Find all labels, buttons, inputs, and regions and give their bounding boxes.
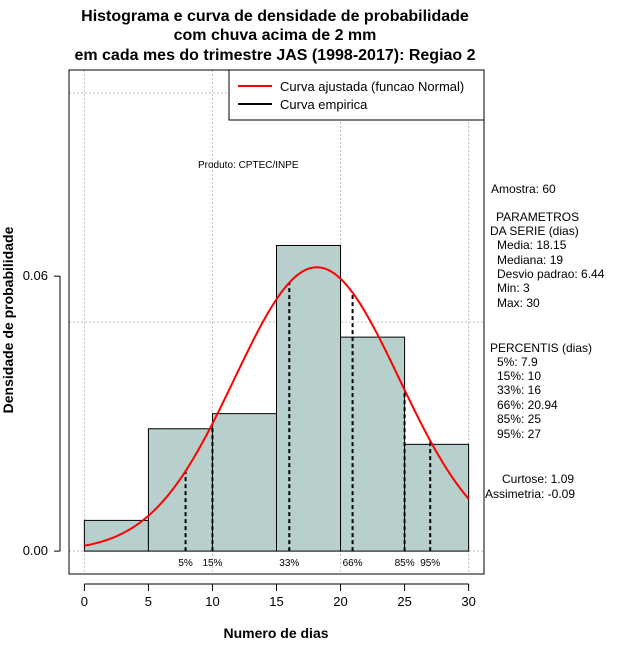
product-credit: Produto: CPTEC/INPE: [198, 160, 299, 171]
histogram-bars: [83, 244, 470, 552]
percentile-label: 66%: [343, 558, 363, 569]
chart-title-line-3: em cada mes do trimestre JAS (1998-2017)…: [74, 47, 475, 64]
stat-curtose: Curtose: 1.09: [502, 472, 574, 486]
percentile-label: 15%: [202, 558, 222, 569]
stat-mediana: Mediana: 19: [497, 253, 563, 267]
stat-assimetria: Assimetria: -0.09: [485, 487, 575, 501]
x-tick-label: 10: [205, 594, 219, 609]
chart-title-line-2: com chuva acima de 2 mm: [174, 27, 377, 44]
histogram-bar: [404, 443, 470, 552]
histogram-bar: [83, 519, 149, 552]
stat-param-title-1: PARAMETROS: [496, 210, 579, 224]
y-tick-label: 0.00: [23, 543, 48, 558]
stat-amostra: Amostra: 60: [491, 182, 556, 196]
percentile-markers: 5% 15% 33% 66% 85% 95%: [178, 282, 440, 569]
percentile-label: 95%: [420, 558, 440, 569]
histogram-bar: [276, 244, 342, 552]
stat-p95: 95%: 27: [497, 427, 541, 441]
normal-curve: [84, 266, 470, 547]
x-tick-label: 15: [269, 594, 283, 609]
x-tick-label: 30: [461, 594, 475, 609]
x-tick-label: 5: [145, 594, 152, 609]
legend-box: [228, 69, 485, 121]
legend: Curva ajustada (funcao Normal) Curva emp…: [228, 69, 485, 121]
histogram-bar: [211, 413, 277, 552]
x-tick-label: 20: [333, 594, 347, 609]
x-tick-label: 25: [397, 594, 411, 609]
stat-p33: 33%: 16: [497, 383, 541, 397]
percentile-label: 33%: [279, 558, 299, 569]
stat-p5: 5%: 7.9: [497, 355, 538, 369]
x-axis-title: Numero de dias: [223, 625, 328, 641]
stat-min: Min: 3: [497, 281, 530, 295]
histogram-bar: [147, 428, 213, 552]
y-tick-label: 0.06: [23, 268, 48, 283]
percentile-label: 5%: [178, 558, 193, 569]
y-axis-title: Densidade de probabilidade: [0, 226, 16, 413]
axes: 0 5 10 15 20 25 30 0.00 0.06: [23, 268, 476, 609]
legend-label-empirical: Curva empirica: [280, 97, 368, 112]
stat-max: Max: 30: [497, 296, 540, 310]
normal-curve-layer: [84, 266, 470, 547]
legend-label-normal: Curva ajustada (funcao Normal): [280, 79, 464, 94]
stat-media: Media: 18.15: [497, 238, 567, 252]
chart-title-line-1: Histograma e curva de densidade de proba…: [81, 8, 469, 25]
stat-param-title-2: DA SERIE (dias): [490, 224, 579, 238]
stat-p85: 85%: 25: [497, 412, 541, 426]
stats-panel: Amostra: 60 PARAMETROS DA SERIE (dias) M…: [485, 182, 605, 501]
x-tick-label: 0: [81, 594, 88, 609]
percentile-label: 85%: [395, 558, 415, 569]
stat-p66: 66%: 20.94: [497, 398, 558, 412]
stat-desvio: Desvio padrao: 6.44: [497, 267, 605, 281]
stat-percentis-title: PERCENTIS (dias): [490, 341, 592, 355]
stat-p15: 15%: 10: [497, 369, 541, 383]
